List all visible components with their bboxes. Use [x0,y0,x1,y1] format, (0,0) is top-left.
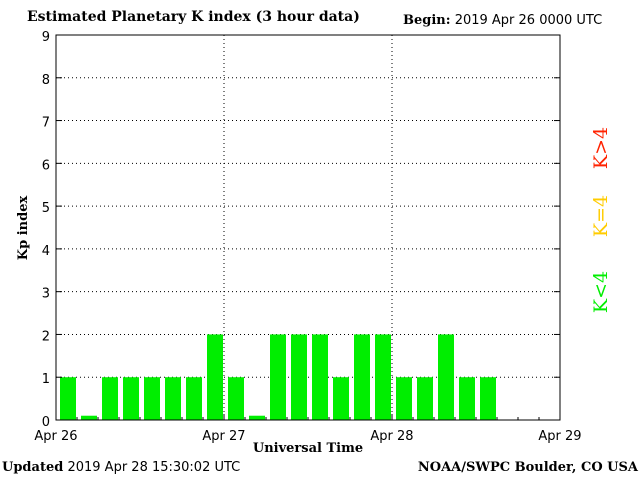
y-tick-label: 7 [42,116,50,131]
kp-bar-14 [333,377,349,420]
kp-bar-2 [81,415,97,420]
kp-bar-21 [480,377,496,420]
kp-bar-15 [354,334,370,420]
credit-text: NOAA/SWPC Boulder, CO USA [417,460,638,475]
x-tick-label: Apr 29 [538,429,581,444]
kp-bar-20 [459,377,475,420]
kp-bar-3 [102,377,118,420]
updated-label: Updated [2,460,64,475]
begin-value: 2019 Apr 26 0000 UTC [454,13,603,28]
legend-k-less-4: K<4 [590,271,612,313]
y-tick-label: 3 [42,287,50,302]
kp-bar-9 [228,377,244,420]
y-tick-label: 2 [42,329,50,344]
y-axis-label: Kp index [16,196,31,261]
kp-bar-8 [207,334,223,420]
updated-value: 2019 Apr 28 15:30:02 UTC [67,460,241,475]
kp-bar-1 [60,377,76,420]
begin-time: Begin: 2019 Apr 26 0000 UTC [403,13,602,28]
updated-timestamp: Updated 2019 Apr 28 15:30:02 UTC [2,460,240,475]
legend-k-equal-4: K=4 [590,195,612,237]
begin-label: Begin: [403,13,451,28]
legend-k-greater-4: K>4 [590,127,612,169]
kp-bar-4 [123,377,139,420]
x-tick-label: Apr 28 [370,429,413,444]
y-tick-label: 9 [42,30,50,45]
grid-lines [56,35,560,420]
kp-bar-10 [249,415,265,420]
kp-bar-13 [312,334,328,420]
kp-bar-6 [165,377,181,420]
x-tick-label: Apr 26 [34,429,77,444]
x-axis-label: Universal Time [253,441,363,456]
y-tick-label: 1 [42,372,50,387]
x-tick-label: Apr 27 [202,429,245,444]
kp-bar-12 [291,334,307,420]
plot-frame [55,34,561,421]
y-tick-label: 4 [42,244,50,259]
kp-bar-18 [417,377,433,420]
x-axis-ticks: Apr 26 Apr 27 Apr 28 Apr 29 [34,414,582,444]
y-tick-label: 8 [42,73,50,88]
y-axis-ticks: 0 1 2 3 4 5 6 7 8 9 [42,30,560,430]
y-tick-label: 5 [42,201,50,216]
y-tick-label: 6 [42,158,50,173]
kp-bar-19 [438,334,454,420]
kp-bar-17 [396,377,412,420]
kp-bar-11 [270,334,286,420]
chart-title: Estimated Planetary K index (3 hour data… [27,9,360,25]
kp-bar-5 [144,377,160,420]
kp-bar-16 [375,334,391,420]
bars [60,334,496,420]
y-tick-label: 0 [42,415,50,430]
kp-bar-7 [186,377,202,420]
